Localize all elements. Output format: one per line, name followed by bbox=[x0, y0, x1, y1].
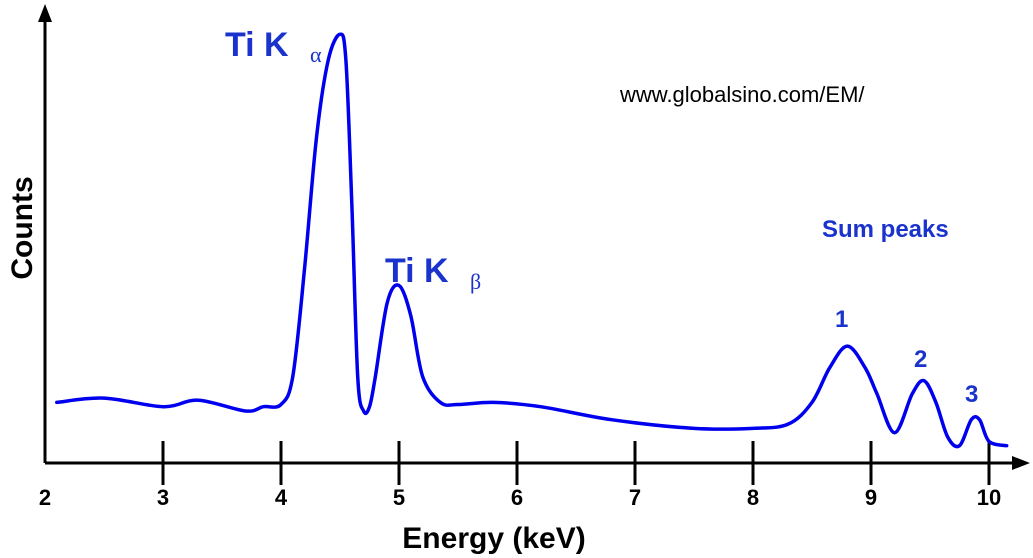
y-axis-title: Counts bbox=[6, 176, 39, 279]
ti-kb-label-main: Ti K bbox=[385, 252, 449, 290]
x-tick-label-5: 5 bbox=[393, 485, 405, 510]
x-tick-label-9: 9 bbox=[865, 485, 877, 510]
sum-peaks-label: Sum peaks bbox=[822, 216, 949, 243]
x-tick-label-6: 6 bbox=[511, 485, 523, 510]
ti-kb-label-sub: β bbox=[470, 269, 481, 294]
x-axis-title: Energy (keV) bbox=[402, 522, 585, 555]
x-tick-label-8: 8 bbox=[747, 485, 759, 510]
sum-peak-1-label: 1 bbox=[835, 306, 848, 333]
ti-ka-label-main: Ti K bbox=[225, 26, 289, 64]
x-tick-labels: 2 3 4 5 6 7 8 9 10 bbox=[39, 485, 1001, 510]
x-tick-label-3: 3 bbox=[157, 485, 169, 510]
source-url: www.globalsino.com/EM/ bbox=[619, 82, 865, 107]
sum-peak-3-label: 3 bbox=[965, 381, 978, 408]
ti-ka-label: Ti K α bbox=[225, 26, 322, 67]
x-axis-arrow bbox=[1012, 456, 1030, 470]
ti-ka-label-sub: α bbox=[310, 42, 322, 67]
spectrum-line bbox=[55, 32, 1009, 449]
y-axis-arrow bbox=[38, 4, 52, 22]
sum-peak-2-label: 2 bbox=[914, 346, 927, 373]
x-tick-label-10: 10 bbox=[977, 485, 1001, 510]
ti-kb-label: Ti K β bbox=[385, 252, 481, 294]
x-tick-label-7: 7 bbox=[629, 485, 641, 510]
x-tick-label-4: 4 bbox=[275, 485, 288, 510]
x-tick-label-2: 2 bbox=[39, 485, 51, 510]
x-ticks bbox=[161, 441, 991, 485]
axes bbox=[38, 4, 1030, 470]
